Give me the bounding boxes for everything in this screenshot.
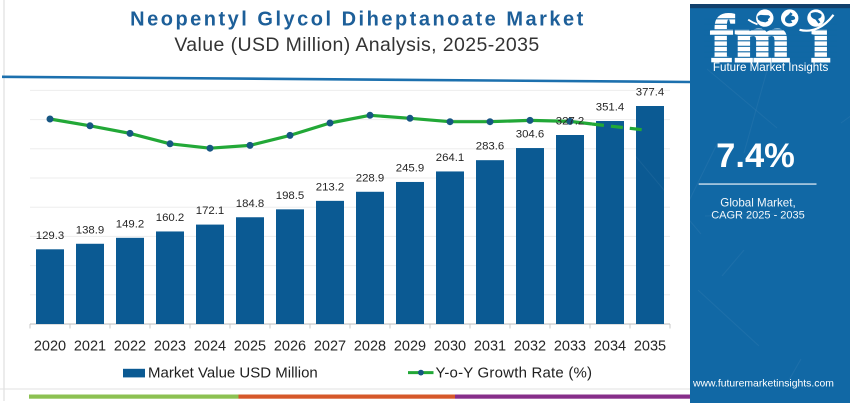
svg-text:Future Market Insights: Future Market Insights — [713, 61, 829, 74]
svg-text:2029: 2029 — [394, 339, 426, 355]
svg-text:129.3: 129.3 — [36, 230, 65, 242]
svg-text:Y-o-Y Growth Rate (%): Y-o-Y Growth Rate (%) — [436, 365, 593, 382]
svg-text:2033: 2033 — [554, 339, 586, 355]
svg-text:245.9: 245.9 — [396, 163, 425, 175]
svg-text:2027: 2027 — [314, 339, 346, 355]
svg-text:2028: 2028 — [354, 339, 386, 355]
svg-text:2022: 2022 — [114, 339, 146, 355]
svg-text:283.6: 283.6 — [476, 141, 505, 153]
svg-text:160.2: 160.2 — [156, 212, 185, 224]
svg-text:2032: 2032 — [514, 339, 546, 355]
svg-text:Market Value USD Million: Market Value USD Million — [148, 365, 318, 382]
svg-text:327.2: 327.2 — [556, 116, 585, 128]
svg-text:2025: 2025 — [234, 339, 266, 355]
svg-text:2031: 2031 — [474, 339, 506, 355]
svg-text:CAGR 2025 - 2035: CAGR 2025 - 2035 — [711, 210, 805, 222]
svg-text:351.4: 351.4 — [596, 102, 625, 114]
svg-text:Neopentyl Glycol Diheptanoate: Neopentyl Glycol Diheptanoate Market — [130, 9, 586, 31]
svg-text:2021: 2021 — [74, 339, 106, 355]
svg-text:198.5: 198.5 — [276, 190, 305, 202]
svg-text:7.4%: 7.4% — [716, 137, 795, 175]
svg-text:264.1: 264.1 — [436, 152, 465, 164]
svg-text:2024: 2024 — [194, 339, 226, 355]
svg-text:213.2: 213.2 — [316, 181, 345, 193]
svg-text:www.futuremarketinsights.com: www.futuremarketinsights.com — [692, 378, 834, 389]
svg-text:2034: 2034 — [594, 339, 626, 355]
svg-text:228.9: 228.9 — [356, 172, 385, 184]
svg-text:149.2: 149.2 — [116, 218, 145, 230]
svg-text:2035: 2035 — [634, 339, 666, 355]
svg-text:Value (USD Million) Analysis,: Value (USD Million) Analysis, 2025-2035 — [174, 34, 539, 56]
svg-text:2026: 2026 — [274, 339, 306, 355]
svg-text:172.1: 172.1 — [196, 205, 225, 217]
svg-text:m: m — [735, 3, 790, 76]
svg-text:377.4: 377.4 — [636, 87, 665, 99]
svg-text:138.9: 138.9 — [76, 224, 105, 236]
svg-text:2020: 2020 — [34, 339, 66, 355]
svg-text:2023: 2023 — [154, 339, 186, 355]
svg-text:Global Market,: Global Market, — [720, 196, 795, 209]
svg-text:2030: 2030 — [434, 339, 466, 355]
svg-text:304.6: 304.6 — [516, 129, 545, 141]
svg-text:184.8: 184.8 — [236, 198, 265, 210]
